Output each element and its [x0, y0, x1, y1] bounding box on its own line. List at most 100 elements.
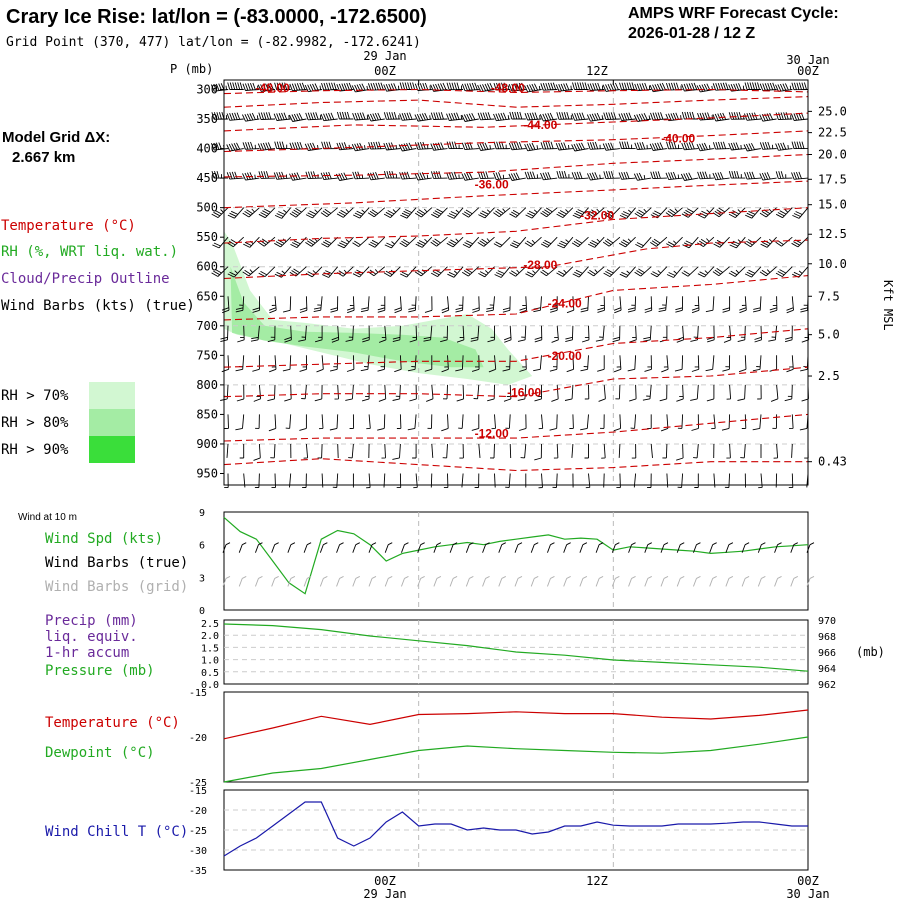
wind-barb-297 [705, 296, 715, 313]
wind-barb-150 [775, 171, 793, 179]
wind-barb-56 [493, 112, 511, 122]
wind-barb-82 [304, 142, 323, 151]
wind-barb-77 [226, 142, 244, 152]
sfc-barb-grid-34 [774, 576, 782, 587]
dewpoint-label: Dewpoint (°C) [45, 745, 155, 761]
wind-barb-222 [713, 236, 730, 248]
sfc-barb-true-24 [611, 542, 620, 553]
wind-ytick-1: 6 [199, 541, 205, 552]
wind-barb-126 [399, 171, 417, 180]
wind-barb-294 [658, 296, 668, 313]
wind-barb-432 [441, 414, 449, 432]
sfc-barb-true-16 [482, 542, 490, 553]
wind-barb-252 [587, 266, 605, 277]
wind-barb-79 [257, 142, 276, 151]
wind-barb-216 [618, 236, 636, 248]
temp-ytick-2: -25 [189, 778, 207, 789]
wind-barb-233 [289, 266, 307, 277]
wind-barb-275 [360, 296, 370, 313]
pressure-tick-5: 550 [196, 230, 218, 244]
wind-barb-225 [760, 236, 777, 248]
height-tick-3: 17.5 [818, 172, 847, 186]
wind-barb-151 [791, 171, 809, 180]
wind-barb-418 [224, 414, 229, 429]
wind-barb-166 [431, 207, 448, 219]
wind-barb-316 [409, 325, 418, 343]
wind-speed-line [223, 516, 809, 595]
wind-barb-412 [726, 384, 732, 400]
wind-barb-291 [613, 296, 622, 314]
wind-barb-369 [644, 355, 652, 372]
wind-barb-385 [301, 384, 307, 400]
wind-barb-217 [635, 236, 652, 249]
sfc-barb-true-9 [368, 542, 377, 553]
precip-ytick-1: 2.0 [201, 631, 219, 642]
sfc-barb-true-30 [709, 542, 717, 553]
windchill-ytick-2: -25 [189, 826, 207, 837]
wind-barb-323 [517, 325, 527, 342]
wind-barb-334 [690, 325, 699, 342]
wind-barb-284 [502, 296, 511, 313]
wind-barb-71 [728, 111, 746, 120]
wind-barb-308 [284, 325, 292, 343]
wind-barb-413 [737, 384, 746, 401]
pressure-tick-7: 650 [196, 289, 218, 303]
wind-barb-240 [400, 266, 417, 278]
rh90-swatch [89, 436, 135, 463]
sfc-barb-true-22 [579, 542, 588, 553]
height-tick-7: 7.5 [818, 289, 840, 303]
sfc-barb-grid-21 [563, 576, 571, 587]
isotherm-10 [223, 366, 809, 398]
pressure-tick-10: 800 [196, 378, 218, 392]
wind-barb-19 [508, 82, 526, 92]
wind-barb-146 [712, 172, 730, 181]
top-date-2: 30 Jan [786, 53, 829, 67]
temp-ytick-1: -20 [189, 733, 207, 744]
wind-barb-421 [268, 414, 277, 432]
pressure-ytick-2: 966 [818, 648, 836, 659]
wind-barb-299 [739, 296, 747, 314]
pressure-tick-13: 950 [196, 467, 218, 481]
wind-barb-37 [791, 82, 809, 91]
wind-barb-396 [473, 384, 480, 400]
isotherm-label-8: -20.00 [548, 349, 582, 363]
wind-barb-159 [320, 207, 338, 218]
wind-barb-84 [336, 142, 354, 151]
wind-barb-118 [273, 171, 291, 180]
sfc-barb-grid-28 [676, 576, 685, 587]
isotherm-label-0: -48.00 [256, 81, 290, 95]
wind-barb-483 [650, 443, 653, 458]
pressure-ytick-4: 962 [818, 680, 836, 691]
wind-barb-194 [274, 236, 292, 248]
sfc-barb-grid-26 [644, 576, 652, 587]
wind-barb-149 [759, 172, 777, 181]
wind-barb-477 [553, 443, 559, 459]
wind-barb-317 [423, 325, 433, 342]
wind-barb-394 [442, 384, 448, 400]
sfc-barb-grid-22 [579, 576, 588, 587]
wind-barb-205 [446, 236, 464, 248]
sfc-barb-true-18 [514, 542, 523, 553]
sfc-barb-true-20 [547, 542, 555, 553]
wind-barb-72 [743, 112, 762, 121]
cycle-title: AMPS WRF Forecast Cycle: [628, 5, 839, 22]
grid-point-label: Grid Point (370, 477) lat/lon = (-82.998… [6, 35, 421, 50]
wind-barb-201 [384, 236, 401, 249]
bottom-date-2: 30 Jan [786, 887, 829, 900]
wind-barb-16 [461, 82, 479, 92]
wind-barb-57 [509, 111, 526, 120]
cycle-time: 2026-01-28 / 12 Z [628, 25, 755, 42]
wind-barb-273 [330, 296, 339, 313]
wind-barb-377 [769, 355, 778, 372]
wind-barb-129 [446, 171, 464, 180]
wind-barb-127 [414, 172, 432, 181]
wind-barb-416 [784, 384, 793, 402]
model-grid-value: 2.667 km [12, 149, 75, 166]
wind-barb-312 [345, 325, 354, 342]
wind-barb-406 [629, 384, 637, 402]
wind-barb-270 [282, 296, 292, 313]
wind-barb-93 [477, 142, 495, 151]
height-tick-1: 22.5 [818, 126, 847, 140]
wind-barb-136 [556, 170, 573, 179]
wind-barb-283 [486, 296, 495, 313]
